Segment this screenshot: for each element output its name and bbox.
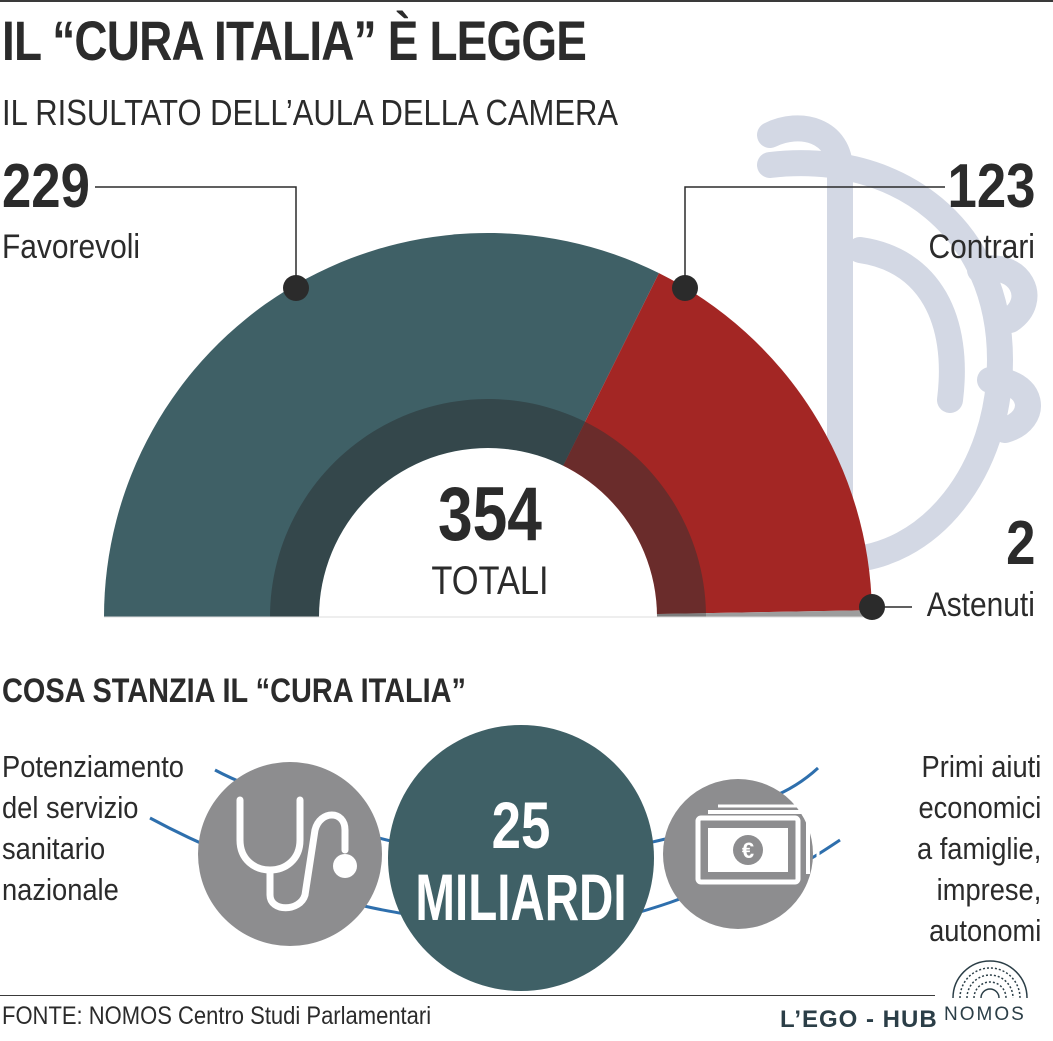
nomos-logo-text: NOMOS [944,1004,1026,1025]
contrari-label: Contrari [928,228,1035,266]
euro-banknote-icon: € [695,804,820,885]
amount-unit: MILIARDI [415,861,626,934]
stethoscope-icon [236,796,357,912]
economic-line: imprese, [936,872,1041,907]
favorevoli-label: Favorevoli [2,228,141,266]
inner-ring-favorevoli [270,398,586,617]
brand-logo: L’EGO - HUB [780,1006,938,1033]
favorevoli-leader-line [95,186,297,288]
total-label: TOTALI [431,558,548,603]
section-title: COSA STANZIA IL “CURA ITALIA” [2,672,466,710]
health-line: sanitario [2,831,106,866]
health-circle [198,762,382,946]
economic-line: economici [918,790,1041,825]
page-subtitle: IL RISULTATO DELL’AULA DELLA CAMERA [2,92,619,133]
chamber-emblem-watermark [757,115,1041,573]
economic-description: Primi aiuti economici a famiglie, impres… [917,746,1041,942]
health-description: Potenziamento del servizio sanitario naz… [2,746,184,910]
svg-text:€: € [742,838,754,863]
health-line: nazionale [2,872,119,907]
contrari-marker [672,275,698,301]
economic-line: autonomi [928,913,1041,942]
inner-ring-astenuti [656,613,706,617]
astenuti-label: Astenuti [926,586,1035,624]
health-line: Potenziamento [2,749,184,784]
health-line: del servizio [2,790,139,825]
total-value: 354 [438,471,542,556]
amount-number: 25 [492,788,551,862]
source-note: FONTE: NOMOS Centro Studi Parlamentari [2,1002,432,1030]
economic-line: Primi aiuti [921,749,1041,784]
page-title: IL “CURA ITALIA” È LEGGE [2,9,587,72]
center-disc [319,448,657,617]
astenuti-marker [859,594,885,620]
inner-ring-contrari [563,421,706,615]
favorevoli-value: 229 [2,152,90,221]
bottom-rule [0,995,935,996]
top-rule [0,0,1053,2]
amount-circle [388,725,654,991]
economic-line: a famiglie, [916,831,1041,866]
favorevoli-marker [283,275,309,301]
contrari-value: 123 [947,152,1035,221]
contrari-leader-line [684,186,945,288]
astenuti-value: 2 [1005,509,1035,578]
